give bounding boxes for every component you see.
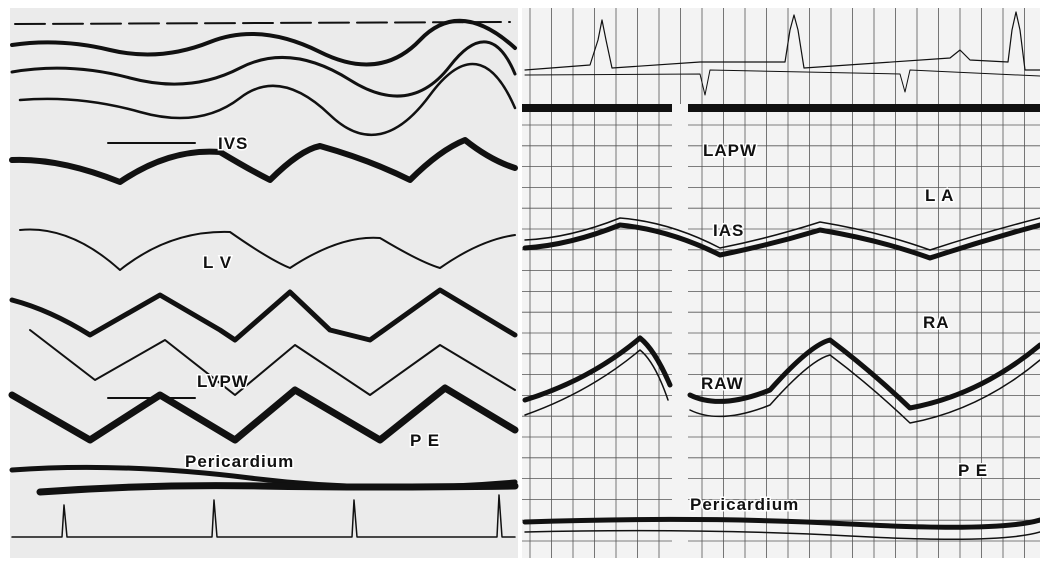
label: LAPW	[703, 141, 757, 160]
label: IVS	[218, 134, 248, 153]
echocardiogram: IVS L V LVPW P E Pericardium LAPW L A IA…	[0, 0, 1040, 565]
label: P E	[410, 431, 440, 450]
dark-band	[522, 104, 1040, 112]
label: Pericardium	[185, 452, 294, 471]
label: L V	[203, 253, 232, 272]
gap-strip	[672, 104, 688, 558]
panel-bg	[10, 8, 518, 558]
label: RA	[923, 313, 950, 332]
label: Pericardium	[690, 495, 799, 514]
label: IAS	[713, 221, 744, 240]
left-panel: IVS L V LVPW P E Pericardium	[10, 8, 518, 558]
label: RAW	[701, 374, 744, 393]
right-panel: LAPW L A IAS RA RAW P E Pericardium	[522, 8, 1040, 558]
label: P E	[958, 461, 988, 480]
label: L A	[925, 186, 954, 205]
label: LVPW	[197, 372, 249, 391]
